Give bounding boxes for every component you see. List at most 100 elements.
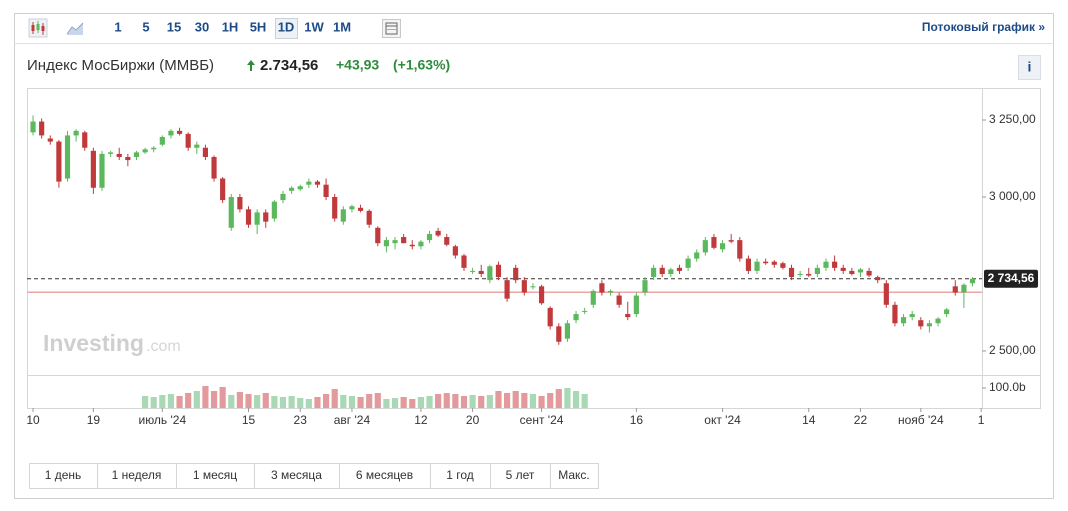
candle-body xyxy=(176,130,183,134)
volume-bar xyxy=(409,399,416,408)
candle-body xyxy=(30,121,36,133)
candle-body xyxy=(892,304,898,324)
candle-body xyxy=(840,267,846,271)
volume-bar xyxy=(185,393,192,408)
chart-frame xyxy=(27,88,1041,409)
volume-bar xyxy=(262,393,269,408)
interval-button[interactable]: 1M xyxy=(333,19,351,34)
volume-bar xyxy=(141,396,149,408)
volume-bar xyxy=(521,393,528,408)
instrument-title: Индекс МосБиржи (ММВБ) xyxy=(27,57,214,74)
x-tick-label: авг '24 xyxy=(334,413,371,427)
candle-body xyxy=(418,241,424,247)
last-price-box xyxy=(984,269,1038,288)
candle-body xyxy=(142,149,148,153)
candle-body xyxy=(849,270,855,274)
candle-body xyxy=(323,184,329,198)
candle-body xyxy=(409,244,415,247)
volume-bar xyxy=(219,387,226,408)
volume-bar xyxy=(426,396,433,408)
range-button[interactable]: 1 год xyxy=(446,468,474,482)
volume-bar xyxy=(538,396,545,408)
candle-body xyxy=(633,295,639,315)
interval-button[interactable]: 1W xyxy=(304,19,324,34)
candle-body xyxy=(642,280,648,293)
volume-bar xyxy=(150,397,157,408)
candle-body xyxy=(763,261,769,264)
candle-body xyxy=(676,267,683,271)
volume-bar xyxy=(348,396,356,408)
candle-body xyxy=(297,186,303,190)
info-button[interactable] xyxy=(1018,55,1041,80)
interval-button[interactable]: 5 xyxy=(142,19,149,34)
volume-bar xyxy=(279,397,287,408)
candle-body xyxy=(944,309,950,315)
candle-body xyxy=(771,261,777,265)
area-icon[interactable] xyxy=(66,22,84,35)
candle-body xyxy=(444,237,450,245)
candle-body xyxy=(857,269,864,273)
candle-body xyxy=(401,237,407,244)
range-button[interactable]: 6 месяцев xyxy=(356,468,413,482)
x-tick-label: 12 xyxy=(414,413,428,427)
interval-button[interactable]: 15 xyxy=(167,19,181,34)
candle-body xyxy=(926,323,933,327)
candle-body xyxy=(909,314,915,318)
range-bar: 1 день 1 неделя 1 месяц 3 месяца 6 месяцев 1 … xyxy=(29,463,599,489)
candle-body xyxy=(280,193,286,201)
stream-link[interactable]: Потоковый график » xyxy=(922,20,1045,34)
candle-body xyxy=(599,283,605,293)
volume-bar xyxy=(529,394,537,408)
volume-bar xyxy=(512,391,519,408)
candle-body xyxy=(875,277,881,281)
candle-body xyxy=(504,280,510,299)
candle-body xyxy=(375,227,381,244)
candle-body xyxy=(590,290,596,305)
candle-body xyxy=(685,258,691,268)
table-icon[interactable] xyxy=(382,19,401,38)
volume-bar xyxy=(167,394,175,408)
volume-bar xyxy=(193,391,200,408)
candle-body xyxy=(573,314,579,321)
candle-body xyxy=(47,138,53,142)
range-button[interactable]: 1 неделя xyxy=(112,468,162,482)
interval-button[interactable]: 1H xyxy=(222,19,239,34)
volume-bar xyxy=(254,395,261,408)
volume-bar xyxy=(357,397,364,408)
candle-body xyxy=(582,310,588,312)
candle-body xyxy=(289,187,295,191)
range-button[interactable]: Макс. xyxy=(558,468,590,482)
interval-button[interactable]: 30 xyxy=(195,19,209,34)
x-tick-label: 1 xyxy=(978,413,985,427)
x-tick-label: 19 xyxy=(87,413,101,427)
volume-bar xyxy=(391,398,399,408)
volume-bar xyxy=(495,391,502,408)
range-button[interactable]: 1 день xyxy=(45,468,82,482)
candle-body xyxy=(780,263,786,268)
range-button[interactable]: 1 месяц xyxy=(193,468,237,482)
candle-body xyxy=(495,264,502,278)
last-price-label: 2 734,56 xyxy=(988,271,1035,285)
frame xyxy=(14,13,1054,499)
candle-body xyxy=(39,121,45,136)
volume-bar xyxy=(581,394,588,408)
x-tick-label: 20 xyxy=(466,413,480,427)
candle-body xyxy=(426,233,433,241)
y-tick-label: 2 500,00 xyxy=(989,343,1036,357)
interval-button[interactable]: 5H xyxy=(250,19,267,34)
candle-body xyxy=(194,144,200,148)
candle-body xyxy=(357,207,364,211)
candle-icon[interactable] xyxy=(28,18,48,38)
interval-button[interactable]: 1D xyxy=(278,19,295,34)
candle-body xyxy=(806,273,812,276)
range-button[interactable]: 3 месяца xyxy=(271,468,322,482)
candle-body xyxy=(108,152,114,154)
interval-button[interactable]: 1 xyxy=(114,19,121,34)
range-button[interactable]: 5 лет xyxy=(506,468,535,482)
candle-body xyxy=(556,326,562,342)
candle-body xyxy=(711,237,717,248)
volume-bar xyxy=(331,389,338,408)
candle-body xyxy=(461,255,467,268)
candle-body xyxy=(151,147,157,150)
